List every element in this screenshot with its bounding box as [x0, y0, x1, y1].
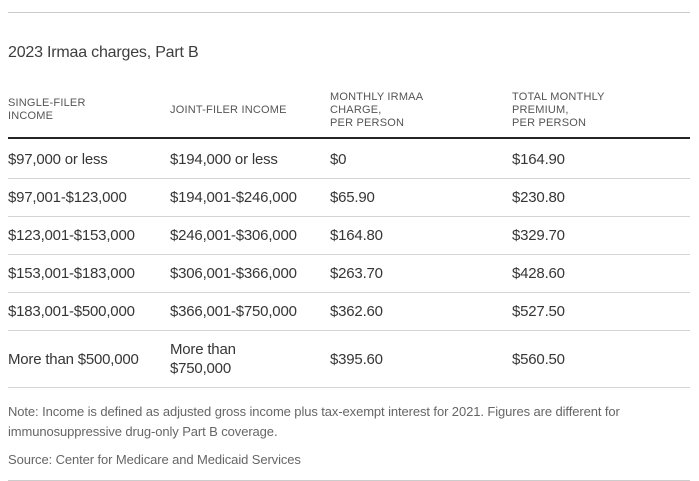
table-cell-joint-filer-income: $306,001-$366,000 — [170, 265, 297, 282]
note-text: Note: Income is defined as adjusted gros… — [8, 404, 620, 439]
table-cell-single-filer-income: $97,000 or less — [8, 151, 108, 168]
column-header-single-filer-income: SINGLE-FILER INCOME — [8, 97, 170, 123]
table-row: $123,001-$153,000 $246,001-$306,000 $164.8… — [8, 216, 690, 254]
column-header-line: INCOME — [8, 110, 54, 122]
column-header-line: MONTHLY IRMAA — [330, 90, 424, 103]
table-cell-single-filer-income: $97,001-$123,000 — [8, 189, 127, 206]
table-cell-joint-filer-income: $246,001-$306,000 — [170, 227, 297, 244]
table-row: $97,001-$123,000 $194,001-$246,000 $65.90 $… — [8, 178, 690, 216]
table-row: $97,000 or less $194,000 or less $0 $164.90 — [8, 139, 690, 178]
table-cell-total-monthly-premium: $329.70 — [512, 227, 565, 244]
column-header-total-monthly-premium: TOTAL MONTHLY PREMIUM, PER PERSON — [512, 91, 690, 130]
table-row: More than $500,000 More than $750,000 $395… — [8, 330, 690, 387]
table-cell-monthly-irmaa-charge: $65.90 — [330, 189, 375, 206]
source-text: Source: Center for Medicare and Medicaid… — [8, 452, 301, 467]
table-cell-single-filer-income: More than $500,000 — [8, 350, 139, 368]
table-row: $183,001-$500,000 $366,001-$750,000 $362.6… — [8, 292, 690, 330]
table-cell-total-monthly-premium: $527.50 — [512, 303, 565, 320]
table-cell-monthly-irmaa-charge: $263.70 — [330, 265, 383, 282]
column-header-line: PREMIUM, — [512, 103, 569, 116]
table-body: $97,000 or less $194,000 or less $0 $164.90… — [8, 139, 690, 388]
irmaa-table: SINGLE-FILER INCOME JOINT-FILER INCOME MONT… — [8, 88, 690, 388]
column-header-line: TOTAL MONTHLY — [512, 90, 605, 103]
column-header-joint-filer-income: JOINT-FILER INCOME — [170, 104, 330, 117]
top-divider — [8, 12, 690, 13]
table-cell-monthly-irmaa-charge: $395.60 — [330, 350, 383, 368]
column-header-line: JOINT-FILER INCOME — [170, 103, 287, 116]
table-cell-single-filer-income: $123,001-$153,000 — [8, 227, 135, 244]
table-cell-joint-filer-income: $194,001-$246,000 — [170, 189, 297, 206]
column-header-line: PER PERSON — [512, 116, 587, 129]
table-row: $153,001-$183,000 $306,001-$366,000 $263.7… — [8, 254, 690, 292]
column-header-monthly-irmaa-charge: MONTHLY IRMAA CHARGE, PER PERSON — [330, 91, 512, 130]
table-header-row: SINGLE-FILER INCOME JOINT-FILER INCOME MONT… — [8, 88, 690, 139]
table-cell-joint-filer-income: $194,000 or less — [170, 151, 278, 168]
column-header-line: SINGLE-FILER — [8, 97, 86, 109]
table-cell-monthly-irmaa-charge: $362.60 — [330, 303, 383, 320]
table-cell-total-monthly-premium: $230.80 — [512, 189, 565, 206]
column-header-line: CHARGE, — [330, 103, 382, 116]
table-cell-total-monthly-premium: $428.60 — [512, 265, 565, 282]
column-header-line: PER PERSON — [330, 116, 405, 129]
table-cell-joint-filer-income: $366,001-$750,000 — [170, 303, 297, 320]
table-cell-joint-filer-income: More than $750,000 — [170, 341, 236, 377]
table-cell-total-monthly-premium: $560.50 — [512, 350, 565, 368]
table-cell-monthly-irmaa-charge: $0 — [330, 151, 347, 168]
table-cell-single-filer-income: $153,001-$183,000 — [8, 265, 135, 282]
table-cell-single-filer-income: $183,001-$500,000 — [8, 303, 135, 320]
table-cell-total-monthly-premium: $164.90 — [512, 151, 565, 168]
page-title: 2023 Irmaa charges, Part B — [8, 44, 199, 61]
table-cell-monthly-irmaa-charge: $164.80 — [330, 227, 383, 244]
